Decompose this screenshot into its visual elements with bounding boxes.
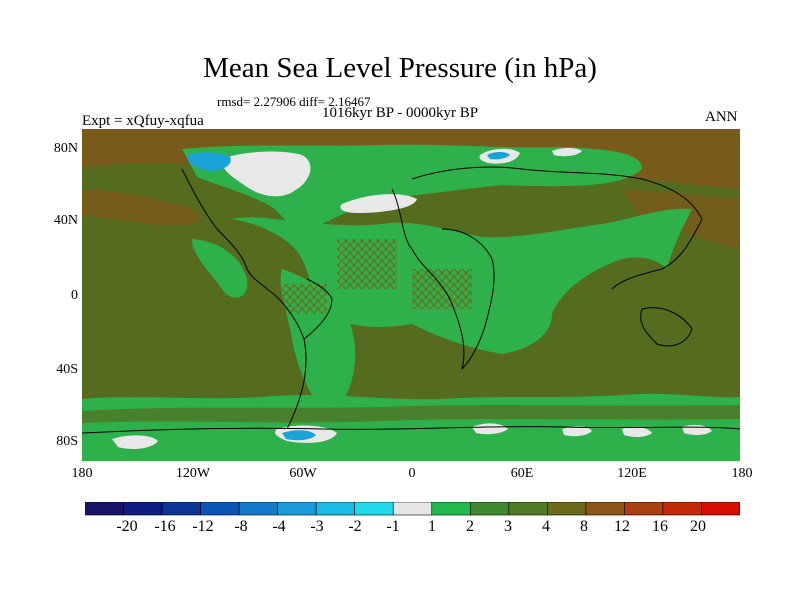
lat-label-40n: 40N xyxy=(53,213,78,228)
antarctic-low-4 xyxy=(562,426,592,437)
colorbar-label: 3 xyxy=(504,518,512,535)
colorbar-label: -4 xyxy=(272,518,286,535)
antarctic-low-1 xyxy=(112,435,158,449)
colorbar-label: -2 xyxy=(348,518,362,535)
canada-low-blue xyxy=(186,152,231,171)
antarctic-low-5 xyxy=(622,426,652,437)
lon-label-180w: 180 xyxy=(71,466,93,481)
colorbar-swatch xyxy=(585,502,625,516)
colorbar-swatch xyxy=(200,502,240,516)
colorbar-label: 16 xyxy=(652,518,668,535)
pressure-difference-map xyxy=(82,129,740,461)
colorbar-label: -3 xyxy=(310,518,324,535)
central-america-green xyxy=(192,239,248,298)
colorbar-swatch xyxy=(469,502,510,516)
colorbar-label: 1 xyxy=(428,518,436,535)
colorbar-swatch xyxy=(701,502,740,516)
season-label: ANN xyxy=(705,109,738,125)
colorbar-swatch xyxy=(547,502,587,516)
colorbar-swatch xyxy=(277,502,317,516)
colorbar-swatch xyxy=(662,502,702,516)
antarctic-low-blue xyxy=(282,430,316,441)
siberia-low-blue xyxy=(487,152,510,160)
southern-mid-band xyxy=(82,405,740,423)
lat-label-0: 0 xyxy=(71,288,78,303)
colorbar-swatch xyxy=(238,502,278,516)
lat-label-80s: 80S xyxy=(56,434,78,449)
experiment-label: Expt = xQfuy-xqfua xyxy=(82,113,204,129)
greenland-low-white xyxy=(221,151,311,197)
lat-label-40s: 40S xyxy=(56,362,78,377)
colorbar-label: -8 xyxy=(234,518,248,535)
hatch-region-west-atlantic xyxy=(282,284,327,314)
lat-label-80n: 80N xyxy=(53,141,78,156)
colorbar-swatch xyxy=(392,502,433,516)
lon-label-60e: 60E xyxy=(510,466,534,481)
colorbar-swatch xyxy=(354,502,394,516)
lon-label-180e: 180 xyxy=(731,466,753,481)
antarctic-low-3 xyxy=(472,423,508,435)
colorbar-swatch xyxy=(624,502,664,516)
colorbar-label: 4 xyxy=(542,518,550,535)
colorbar-label: -12 xyxy=(192,518,214,535)
map-title: Mean Sea Level Pressure (in hPa) xyxy=(203,52,597,84)
time-period-label: 1016kyr BP - 0000kyr BP xyxy=(322,105,479,121)
north-atlantic-low xyxy=(340,194,417,213)
hatch-region-africa xyxy=(412,269,472,309)
north-pacific-high xyxy=(82,189,201,226)
colorbar-swatch xyxy=(161,502,201,516)
kara-low-white xyxy=(552,148,582,157)
colorbar-label: 8 xyxy=(580,518,588,535)
colorbar-swatch xyxy=(123,502,163,516)
colorbar-label: 2 xyxy=(466,518,474,535)
colorbar-label: -16 xyxy=(154,518,176,535)
lon-label-120w: 120W xyxy=(175,466,211,481)
colorbar-label: -1 xyxy=(386,518,400,535)
hatch-region-atlantic xyxy=(337,239,397,289)
colorbar-label: 12 xyxy=(614,518,630,535)
colorbar-swatch xyxy=(431,502,471,516)
lon-label-120e: 120E xyxy=(617,466,647,481)
rmsd-diff-stats: rmsd= 2.27906 diff= 2.16467 xyxy=(217,94,371,109)
lon-label-60w: 60W xyxy=(289,466,317,481)
colorbar-swatch xyxy=(315,502,356,516)
lon-label-0: 0 xyxy=(408,466,416,481)
coastlines xyxy=(82,166,740,434)
colorbar-label: -20 xyxy=(116,518,138,535)
colorbar-label: 20 xyxy=(690,518,706,535)
colorbar-swatch xyxy=(508,502,548,516)
colorbar xyxy=(85,502,740,516)
colorbar-swatch xyxy=(85,502,124,516)
